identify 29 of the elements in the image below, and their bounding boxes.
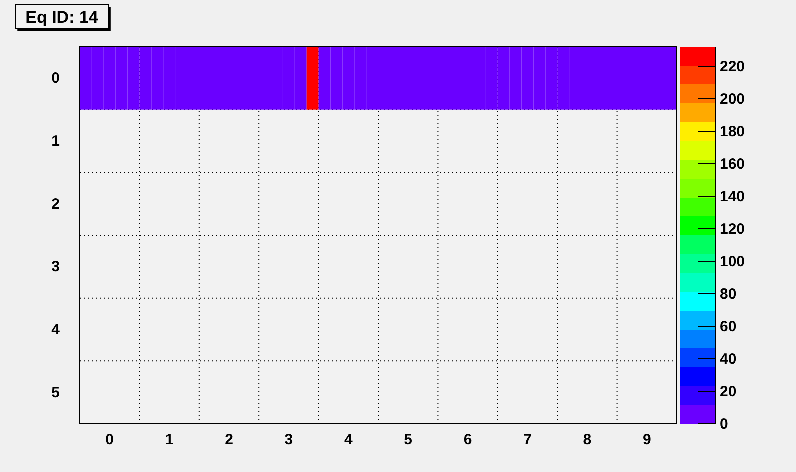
- color-bar-label: 140: [720, 188, 746, 206]
- x-tick-label: 2: [225, 432, 234, 449]
- x-tick-label: 0: [106, 432, 114, 449]
- color-bar-label: 0: [720, 416, 728, 433]
- x-tick-label: 3: [284, 432, 294, 449]
- y-tick-label: 0: [52, 70, 60, 88]
- y-tick-label: 2: [52, 196, 60, 213]
- color-bar-label: 160: [720, 156, 746, 173]
- color-bar-label: 120: [720, 220, 746, 238]
- chart-title: Eq ID: 14: [26, 8, 99, 27]
- color-bar-label: 80: [720, 286, 737, 303]
- y-tick-label: 5: [52, 384, 60, 402]
- color-bar-label: 20: [720, 383, 737, 400]
- x-tick-label: 5: [404, 432, 413, 449]
- x-tick-label: 1: [165, 432, 174, 449]
- color-bar-label: 100: [720, 253, 746, 270]
- x-tick-label: 7: [524, 432, 532, 449]
- color-bar-label: 40: [720, 350, 737, 368]
- color-bar-label: 60: [720, 318, 737, 336]
- x-tick-label: 9: [642, 432, 652, 449]
- x-tick-label: 6: [464, 432, 472, 449]
- y-tick-label: 1: [52, 133, 60, 150]
- color-bar-label: 200: [720, 90, 746, 108]
- color-bar-label: 180: [720, 123, 746, 140]
- x-tick-label: 4: [344, 432, 354, 449]
- y-tick-label: 3: [52, 258, 60, 276]
- y-tick-label: 4: [52, 322, 61, 339]
- x-tick-label: 8: [583, 432, 592, 449]
- color-bar-label: 220: [720, 58, 746, 76]
